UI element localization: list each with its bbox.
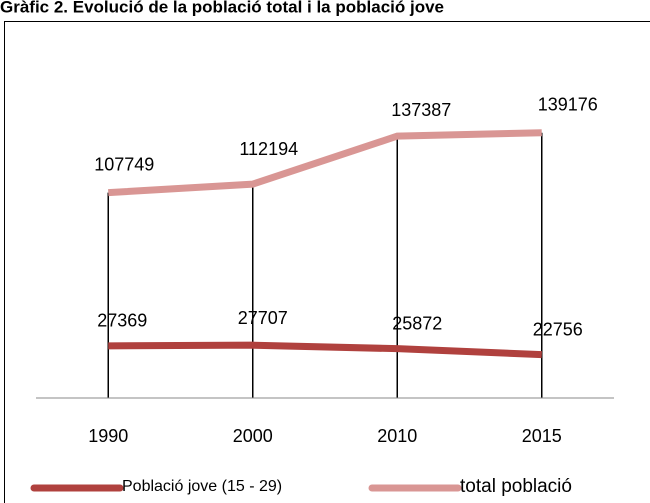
x-tick-label: 2000 — [233, 426, 273, 446]
data-label: 107749 — [94, 154, 154, 174]
x-tick-label: 2010 — [377, 426, 417, 446]
data-label: 112194 — [239, 139, 298, 159]
data-label: 139176 — [538, 94, 598, 114]
x-tick-label: 2015 — [522, 426, 562, 446]
legend-label: total població — [460, 476, 572, 497]
data-label: 25872 — [392, 313, 442, 333]
legend-label: Població jove (15 - 29) — [122, 478, 282, 495]
data-label: 137387 — [391, 100, 451, 120]
chart-title: Gràfic 2. Evolució de la població total … — [0, 0, 444, 16]
x-tick-label: 1990 — [88, 426, 128, 446]
series-line — [108, 129, 542, 197]
series-line — [108, 341, 542, 359]
data-label: 22756 — [533, 319, 583, 339]
data-label: 27369 — [97, 311, 147, 331]
data-label: 27707 — [238, 308, 288, 328]
